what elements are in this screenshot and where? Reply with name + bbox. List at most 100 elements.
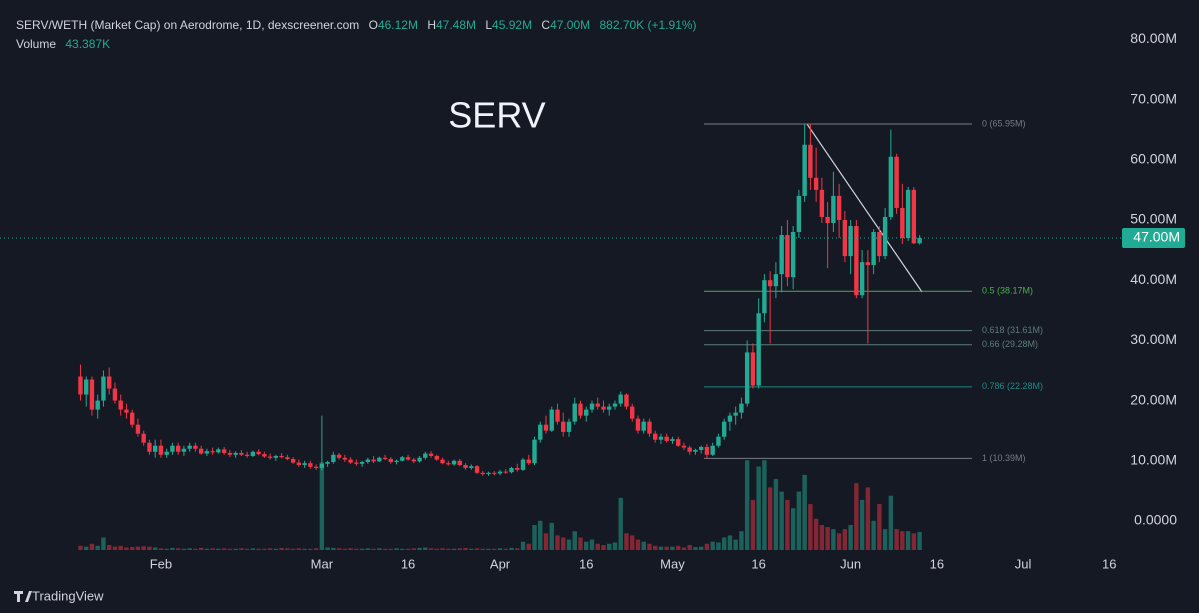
candle-body <box>750 352 756 386</box>
candle-body <box>664 436 669 441</box>
volume-bar <box>469 548 474 550</box>
change: 882.70K (+1.91%) <box>599 18 697 32</box>
candle-body <box>244 454 250 456</box>
volume-bar <box>359 548 365 550</box>
volume-bar <box>831 529 836 550</box>
volume-bar <box>474 548 480 550</box>
ohlc-key: H <box>427 18 436 32</box>
volume-bar <box>250 548 256 550</box>
fib-label: 1 (10.39M) <box>982 453 1026 463</box>
volume-bar <box>670 546 675 550</box>
candle-body <box>394 460 399 462</box>
candle-body <box>319 463 325 469</box>
volume-bar <box>733 539 738 550</box>
volume-bar <box>342 548 348 550</box>
candle-body <box>313 466 319 469</box>
candle-body <box>216 449 221 453</box>
trend-line <box>806 123 923 293</box>
candle-body <box>290 458 296 463</box>
candle-body <box>601 406 606 410</box>
candle-body <box>331 454 336 462</box>
ohlc-value: 45.92M <box>492 18 533 32</box>
y-tick-label: 30.00M <box>1130 331 1177 347</box>
candle-body <box>721 421 727 437</box>
brand-logo: TradingView <box>14 588 104 603</box>
candle-body <box>107 376 112 389</box>
volume-bar <box>423 547 428 550</box>
x-tick-label: May <box>660 556 685 571</box>
volume-bar <box>285 548 290 550</box>
candle-body <box>405 457 411 460</box>
volume-bar <box>112 546 118 550</box>
x-tick-label: 16 <box>751 556 765 571</box>
fib-label: 0 (65.95M) <box>982 118 1026 128</box>
fib-layer: 0 (65.95M) 0.5 (38.17M) 0.618 (31.61M) 0.66… <box>704 118 1043 463</box>
candle-body <box>526 459 531 464</box>
volume-label: Volume <box>16 37 57 51</box>
volume-bar <box>894 529 899 550</box>
volume-bar <box>825 527 830 550</box>
candle-body <box>503 471 508 473</box>
candle-body <box>342 457 348 460</box>
volume-bar <box>377 548 382 550</box>
candle-body <box>595 403 600 407</box>
candle-body <box>825 216 830 223</box>
candle-body <box>78 376 83 395</box>
candle-body <box>796 195 802 233</box>
candle-body <box>382 457 388 459</box>
volume-bar <box>503 548 508 550</box>
volume-bar <box>382 548 388 550</box>
volume-bar <box>480 548 485 550</box>
volume-bar <box>900 531 905 550</box>
candle-body <box>871 232 876 266</box>
candle-body <box>451 460 457 465</box>
volume-bar <box>584 541 589 550</box>
volume-bar <box>210 548 215 550</box>
volume-bar <box>566 539 572 550</box>
candle-body <box>446 463 451 465</box>
legend-line: SERV/WETH (Market Cap) on Aerodrome, 1D,… <box>16 16 697 35</box>
y-tick-label: 0.0000 <box>1134 512 1177 528</box>
volume-bar <box>612 542 618 550</box>
volume-bar <box>428 548 434 550</box>
candle-body <box>158 445 164 455</box>
volume-bar <box>89 543 95 550</box>
volume-bar <box>319 462 325 550</box>
volume-bar <box>842 529 848 550</box>
candle-body <box>354 462 359 464</box>
candle-body <box>779 235 784 275</box>
candle-body <box>716 436 721 446</box>
volume-bar <box>164 548 169 550</box>
candle-body <box>681 445 687 448</box>
volume-bar <box>813 518 819 550</box>
volume-bar <box>204 548 210 550</box>
candle-body <box>808 144 813 178</box>
candle-body <box>911 189 917 244</box>
candle-body <box>836 195 842 220</box>
candle-body <box>693 449 698 452</box>
volume-bar <box>497 548 503 550</box>
volume-bar <box>198 547 204 550</box>
symbol: SERV/WETH (Market Cap) on Aerodrome, 1D,… <box>16 18 360 32</box>
volume-bar <box>256 548 261 550</box>
volume-bar <box>313 548 319 550</box>
y-tick-label: 50.00M <box>1130 211 1177 227</box>
candle-body <box>888 156 894 217</box>
volume-bar <box>762 460 767 550</box>
candle-body <box>877 232 882 257</box>
candle-body <box>802 144 807 196</box>
candle-body <box>647 421 652 434</box>
ohlc-key: L <box>485 18 493 32</box>
candle-body <box>181 448 187 452</box>
volume-bar <box>750 499 756 550</box>
fib-label: 0.786 (22.28M) <box>982 381 1043 391</box>
volume-bar <box>744 460 750 550</box>
fib-label: 0.66 (29.28M) <box>982 339 1038 349</box>
volume-bar <box>405 548 411 550</box>
candle-body <box>549 409 554 431</box>
volume-bar <box>267 548 273 550</box>
volume-bar <box>290 548 296 550</box>
volume-bar <box>170 547 175 550</box>
volume-bar <box>394 548 399 550</box>
candle-body <box>785 235 790 278</box>
